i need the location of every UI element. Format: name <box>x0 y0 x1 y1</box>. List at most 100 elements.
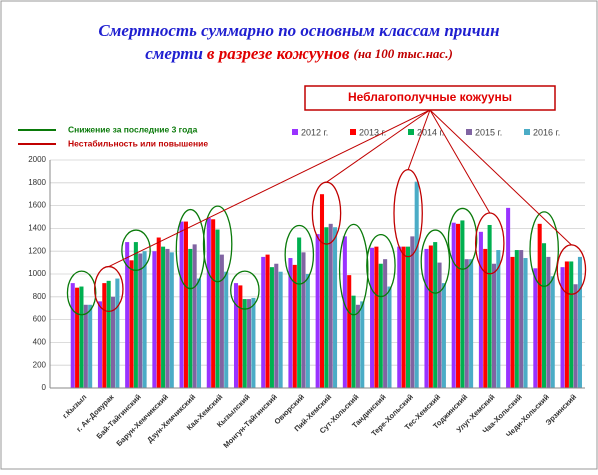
legend-label: 2013 г. <box>359 127 386 137</box>
bar <box>514 250 519 388</box>
bar <box>247 299 252 388</box>
callout-arrow <box>407 109 431 170</box>
bar <box>397 246 402 388</box>
bar <box>70 283 75 388</box>
bar <box>542 243 547 388</box>
y-tick-label: 200 <box>33 360 47 369</box>
bar <box>560 267 565 388</box>
bar <box>297 237 302 388</box>
bar <box>464 259 469 388</box>
bar <box>374 246 379 388</box>
bar <box>196 278 202 388</box>
callout-arrow <box>108 109 431 268</box>
bar <box>83 304 88 388</box>
bar <box>219 254 224 388</box>
bar <box>573 284 578 388</box>
bar <box>523 258 528 388</box>
legend-swatch <box>524 129 530 135</box>
bar <box>88 304 93 388</box>
y-tick-label: 0 <box>42 383 47 392</box>
bar <box>238 285 243 388</box>
bar <box>537 223 542 388</box>
title-part: смерти <box>145 44 203 63</box>
title-line1: Смертность суммарно по основным классам … <box>98 21 499 40</box>
bar <box>510 256 515 388</box>
bar <box>424 248 429 388</box>
bar <box>383 259 388 388</box>
bar <box>441 283 446 388</box>
bar <box>414 181 419 388</box>
bar <box>161 246 166 388</box>
bar <box>370 247 375 388</box>
y-tick-label: 1600 <box>28 201 46 210</box>
bar <box>478 231 483 388</box>
y-tick-label: 1800 <box>28 178 46 187</box>
title-part: (на 100 тыс.нас.) <box>354 46 453 61</box>
y-tick-label: 1400 <box>28 224 46 233</box>
callout: Неблагополучные кожууны <box>348 90 512 104</box>
bar <box>405 246 411 388</box>
bar <box>97 301 102 388</box>
bar <box>533 268 538 388</box>
legend-label: 2015 г. <box>475 127 502 137</box>
note-label: Нестабильность или повышение <box>68 138 208 148</box>
y-tick-label: 2000 <box>28 155 46 164</box>
bar <box>224 271 229 388</box>
bar <box>319 194 325 388</box>
bar <box>125 242 130 388</box>
bar <box>491 263 496 388</box>
bar <box>79 286 84 388</box>
callout-arrow <box>429 109 572 246</box>
bar <box>577 256 582 388</box>
bar <box>351 295 356 388</box>
bar <box>333 227 338 388</box>
bar <box>401 246 406 388</box>
bar <box>269 267 274 388</box>
bar <box>437 262 442 388</box>
bar <box>242 299 247 388</box>
bar <box>274 263 279 388</box>
highlight-ellipse <box>447 207 478 270</box>
bar <box>387 286 392 388</box>
bar <box>460 220 465 388</box>
y-tick-label: 1200 <box>28 246 46 255</box>
bar <box>550 276 555 388</box>
bar <box>315 234 320 388</box>
bar <box>487 224 492 388</box>
bar <box>483 248 488 388</box>
bar <box>342 236 347 388</box>
bar <box>110 296 116 388</box>
bar <box>360 301 365 388</box>
bar <box>278 271 283 388</box>
bar <box>133 242 138 388</box>
bar <box>433 242 438 388</box>
bar <box>215 229 220 388</box>
bar <box>188 248 193 388</box>
bar <box>546 256 551 388</box>
highlight-ellipse <box>338 223 369 316</box>
bar <box>102 283 107 388</box>
bar <box>265 254 270 388</box>
bar <box>138 253 143 388</box>
bar <box>156 237 161 388</box>
bar <box>569 261 574 388</box>
highlight-ellipse <box>175 208 206 290</box>
bar <box>506 207 511 388</box>
bar <box>324 227 329 388</box>
bar <box>142 251 147 388</box>
bar <box>106 280 111 388</box>
highlight-ellipse <box>202 205 233 283</box>
highlight-ellipse <box>420 229 451 294</box>
highlight-ellipse <box>66 270 97 316</box>
highlight-ellipse <box>366 233 396 298</box>
highlight-ellipse <box>121 229 151 271</box>
y-tick-label: 400 <box>33 338 47 347</box>
bar <box>456 223 461 388</box>
title-line2: смерти в разрезе кожуунов (на 100 тыс.на… <box>145 44 453 63</box>
bar <box>211 219 216 388</box>
title-part: в разрезе кожуунов <box>207 44 350 63</box>
callout-arrow <box>429 109 491 214</box>
bar <box>179 221 184 388</box>
bar <box>115 278 120 388</box>
